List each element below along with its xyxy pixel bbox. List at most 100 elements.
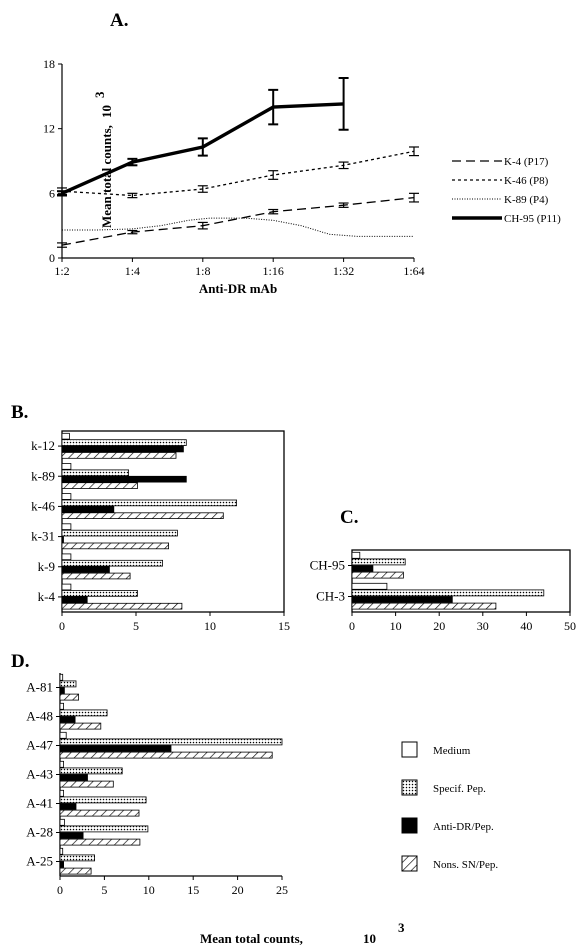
panel-d-bar-medium: [59, 847, 64, 855]
panel-a-x-tick-label: 1:2: [54, 264, 69, 278]
panel-b-bar-anti-dr: [61, 536, 64, 543]
panel-c-x-tick-label: 0: [349, 619, 355, 633]
panel-d-bar-anti-dr: [59, 832, 84, 839]
panel-a: A. 0 6 12 18 1:2 1:4 1:8 1:16 1:32 1:64 Anti-DR mAb…: [43, 10, 561, 296]
panel-a-series-k-89-line: [62, 217, 414, 237]
panel-d-bar-specif: [59, 796, 147, 804]
panel-b-category-label: k-31: [31, 529, 55, 544]
panel-c-category-label: CH-3: [316, 589, 345, 604]
panel-d-bar-medium: [59, 789, 64, 797]
panel-a-legend-label: K-46 (P8): [504, 175, 549, 187]
panel-b-x-tick-label: 0: [59, 619, 65, 633]
panel-b-bar-nons: [61, 452, 177, 459]
panel-d-bar-anti-dr: [59, 803, 77, 810]
panel-a-y-tick-label: 12: [43, 122, 55, 136]
panel-b-category-label: k-89: [31, 468, 55, 483]
panel-d: D. 0 5 10 15 20 25 A-81 A-48 A-47 A-43 A-41 A-28 A-25…: [11, 651, 405, 946]
panel-d-x-tick-label: 10: [143, 883, 155, 897]
panel-b-bar-anti-dr: [61, 475, 187, 483]
panel-d-bar-anti-dr: [59, 745, 172, 752]
panel-d-category-label: A-43: [26, 767, 53, 782]
panel-d-x-tick-label: 20: [232, 883, 244, 897]
panel-b-category-label: k-12: [31, 438, 55, 453]
panel-d-bar-anti-dr: [59, 861, 64, 868]
panel-d-x-axis-title: Mean total counts,: [200, 931, 303, 946]
panel-a-y-axis-exp: 3: [92, 91, 107, 98]
panel-d-category-label: A-28: [26, 825, 53, 840]
bar-legend: Medium Specif. Pep. Anti-DR/Pep. Nons. SN/P…: [401, 741, 498, 872]
panel-a-x-tick-label: 1:4: [125, 264, 140, 278]
panel-a-series-k-4-line: [61, 196, 415, 246]
panel-b-bar-anti-dr: [61, 505, 115, 513]
panel-b-bar-anti-dr: [61, 566, 110, 573]
panel-a-x-tick-label: 1:8: [195, 264, 210, 278]
panel-b-bar-nons: [61, 572, 131, 580]
panel-b-bar-anti-dr: [61, 596, 88, 604]
panel-d-bar-specif: [59, 709, 108, 717]
panel-d-bar-specif: [59, 738, 283, 746]
panel-a-x-axis-title: Anti-DR mAb: [199, 281, 277, 296]
panel-d-x-axis-exp-base: 10: [363, 931, 376, 946]
panel-c-category-label: CH-95: [310, 558, 345, 573]
panel-a-x-tick-label: 1:64: [403, 264, 424, 278]
panel-d-bar-specif: [59, 825, 149, 833]
panel-d-bar-specif: [59, 854, 95, 862]
panel-d-bar-medium: [59, 702, 64, 710]
panel-d-category-label: A-41: [26, 796, 53, 811]
panel-d-x-axis-exp: 3: [398, 920, 405, 935]
panel-b-category-label: k-46: [31, 498, 55, 513]
panel-b-x-tick-label: 5: [133, 619, 139, 633]
panel-d-letter: D.: [11, 651, 29, 672]
panel-b-letter: B.: [11, 402, 28, 423]
panel-b-bar-specif: [61, 469, 129, 477]
panel-d-category-label: A-81: [26, 680, 53, 695]
panel-d-bar-specif: [59, 767, 123, 775]
panel-b-bar-medium: [61, 463, 72, 470]
panel-a-y-tick-label: 18: [43, 57, 55, 71]
panel-a-y-tick-label: 6: [49, 186, 55, 200]
bar-legend-label: Specif. Pep.: [433, 783, 486, 795]
panel-d-bar-medium: [59, 818, 65, 826]
bar-legend-swatch: [401, 741, 418, 758]
panel-d-bar-specif: [59, 680, 77, 688]
panel-d-bar-medium: [59, 760, 64, 768]
panel-a-legend-label: CH-95 (P11): [504, 213, 561, 225]
panel-b-bar-medium: [61, 553, 72, 561]
bar-legend-swatch: [401, 779, 418, 796]
panel-a-y-axis-title: Mean total counts,: [99, 125, 114, 228]
panel-c-bar-specif: [351, 589, 545, 597]
panel-c-bar-nons: [351, 602, 497, 610]
panel-d-bar-nons: [59, 780, 114, 788]
panel-d-x-tick-label: 5: [101, 883, 107, 897]
panel-c-bar-anti-dr: [351, 565, 374, 572]
panel-d-bar-nons: [59, 693, 80, 701]
panel-b-x-tick-label: 10: [204, 619, 216, 633]
panel-c-bar-medium: [351, 582, 388, 590]
panel-b-bar-specif: [61, 499, 238, 507]
panel-b-bar-nons: [61, 512, 224, 519]
panel-d-x-tick-label: 0: [57, 883, 63, 897]
bar-legend-label: Nons. SN/Pep.: [433, 859, 498, 871]
panel-c-bar-nons: [351, 571, 404, 579]
panel-c-x-tick-label: 10: [390, 619, 402, 633]
panel-b-category-label: k-4: [38, 589, 56, 604]
panel-d-x-tick-label: 25: [276, 883, 288, 897]
panel-a-letter: A.: [110, 10, 128, 31]
panel-d-bar-medium: [59, 731, 67, 739]
panel-b-bar-nons: [61, 482, 138, 489]
panel-a-x-tick-label: 1:16: [263, 264, 284, 278]
panel-a-legend-label: K-4 (P17): [504, 156, 549, 168]
panel-b-bar-specif: [61, 590, 138, 597]
panel-b-bar-nons: [61, 542, 169, 550]
panel-d-bar-nons: [59, 751, 273, 759]
bar-legend-label: Anti-DR/Pep.: [433, 821, 494, 833]
panel-d-category-label: A-47: [26, 738, 53, 753]
panel-a-y-axis-exp-base: 10: [99, 105, 114, 118]
panel-d-bar-anti-dr: [59, 687, 65, 694]
panel-a-x-tick-label: 1:32: [333, 264, 354, 278]
panel-b-bar-specif: [61, 559, 163, 567]
panel-b: B. 0 5 10 15 k-12 k-89 k-46 k-31 k-9 k-4: [11, 402, 290, 633]
panel-c-bar-medium: [351, 551, 361, 559]
panel-d-bar-nons: [59, 867, 92, 875]
